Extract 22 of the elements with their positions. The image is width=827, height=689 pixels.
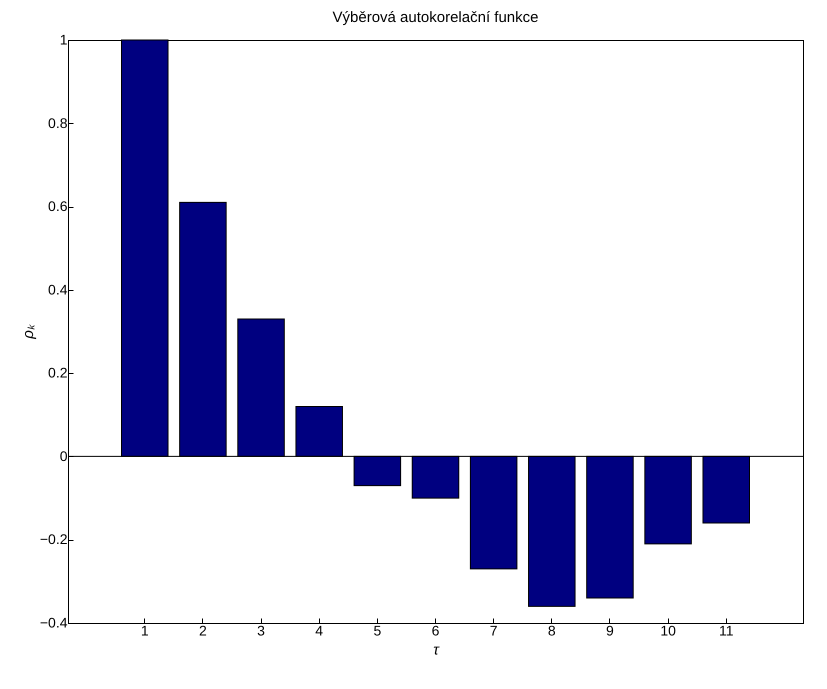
x-tick-label: 3 (257, 622, 266, 638)
y-axis-title: ρₖ (20, 324, 37, 340)
y-tick-label: 0 (60, 448, 68, 464)
x-tick-label: 8 (548, 622, 556, 638)
y-tick-label: 0.4 (48, 281, 68, 298)
x-tick-label: 10 (660, 622, 676, 638)
x-tick-label: 11 (718, 622, 734, 638)
chart-title: Výběrová autokorelační funkce (332, 9, 538, 26)
x-tick-label: 1 (140, 622, 149, 638)
x-axis-title: τ (433, 642, 440, 658)
x-tick-label: 6 (432, 622, 440, 638)
x-tick-label: 9 (606, 622, 614, 638)
y-tick-label: 0.2 (48, 364, 68, 381)
x-tick-label: 7 (490, 622, 498, 638)
y-tick-label: 0.8 (48, 114, 68, 131)
x-tick-label: 2 (199, 622, 208, 638)
y-tick-label: −0.4 (40, 614, 68, 630)
y-tick-label: −0.2 (40, 531, 68, 548)
y-tick-label: 0.6 (48, 198, 68, 214)
y-tick-label: 1 (60, 32, 68, 48)
x-tick-label: 4 (315, 622, 324, 638)
x-tick-label: 5 (373, 622, 382, 638)
